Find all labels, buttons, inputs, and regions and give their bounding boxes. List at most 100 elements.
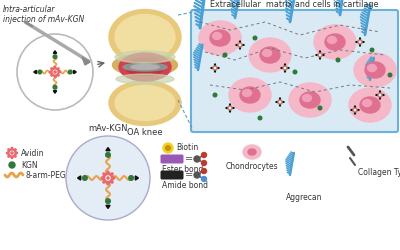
Ellipse shape [280, 102, 281, 103]
Ellipse shape [116, 74, 174, 84]
Ellipse shape [320, 55, 321, 56]
Text: mAv-KGN: mAv-KGN [88, 124, 128, 133]
Ellipse shape [109, 179, 113, 183]
Text: OA knee: OA knee [127, 128, 163, 137]
Ellipse shape [215, 68, 216, 69]
Circle shape [17, 34, 93, 110]
Polygon shape [106, 205, 110, 208]
Polygon shape [135, 176, 138, 180]
Ellipse shape [243, 145, 261, 159]
Text: KGN: KGN [21, 160, 38, 170]
Ellipse shape [242, 90, 252, 96]
Circle shape [163, 143, 173, 153]
Ellipse shape [360, 97, 380, 113]
Ellipse shape [56, 68, 59, 71]
Ellipse shape [260, 47, 280, 63]
Ellipse shape [248, 149, 256, 155]
Ellipse shape [279, 102, 280, 103]
Polygon shape [383, 94, 384, 96]
Circle shape [359, 39, 361, 40]
Polygon shape [106, 148, 110, 151]
Ellipse shape [360, 41, 361, 42]
Circle shape [68, 70, 72, 74]
Ellipse shape [215, 67, 216, 68]
Circle shape [214, 65, 216, 66]
Ellipse shape [354, 109, 355, 110]
Circle shape [66, 136, 150, 220]
Polygon shape [53, 51, 57, 53]
Polygon shape [53, 91, 57, 93]
Ellipse shape [11, 148, 13, 152]
Polygon shape [236, 44, 237, 46]
Ellipse shape [284, 68, 285, 69]
Ellipse shape [379, 94, 380, 95]
Ellipse shape [119, 53, 171, 81]
Circle shape [284, 65, 286, 66]
Text: Collagen Type II: Collagen Type II [358, 168, 400, 177]
Ellipse shape [11, 154, 13, 158]
Ellipse shape [229, 108, 230, 109]
Ellipse shape [109, 173, 113, 177]
Polygon shape [214, 71, 216, 72]
Circle shape [379, 96, 381, 98]
Text: Avidin: Avidin [21, 148, 44, 158]
Ellipse shape [54, 66, 56, 71]
FancyBboxPatch shape [191, 10, 398, 132]
Ellipse shape [328, 36, 336, 44]
Circle shape [370, 48, 374, 52]
Ellipse shape [320, 54, 321, 55]
Ellipse shape [103, 173, 107, 177]
Circle shape [242, 44, 243, 46]
Polygon shape [82, 57, 90, 65]
Polygon shape [284, 71, 286, 72]
Circle shape [214, 70, 216, 71]
Circle shape [317, 54, 318, 56]
Text: Intra-articular
injection of mAv-KGN: Intra-articular injection of mAv-KGN [3, 5, 84, 24]
Polygon shape [74, 70, 76, 74]
Circle shape [229, 110, 231, 111]
Circle shape [382, 94, 383, 96]
Ellipse shape [230, 108, 231, 109]
Text: =: = [185, 170, 193, 180]
Polygon shape [78, 176, 81, 180]
Ellipse shape [354, 110, 355, 111]
Text: Chondrocytes: Chondrocytes [226, 162, 278, 171]
Ellipse shape [314, 25, 356, 59]
Ellipse shape [229, 78, 271, 112]
Ellipse shape [50, 71, 54, 73]
Ellipse shape [239, 45, 240, 46]
Ellipse shape [115, 51, 175, 63]
Ellipse shape [240, 44, 241, 45]
Polygon shape [34, 70, 36, 74]
Circle shape [354, 112, 356, 113]
Circle shape [53, 55, 57, 58]
Ellipse shape [302, 94, 312, 102]
Circle shape [279, 104, 281, 105]
Ellipse shape [6, 152, 11, 154]
Circle shape [253, 36, 257, 40]
Circle shape [202, 152, 206, 158]
Circle shape [258, 116, 262, 120]
Ellipse shape [285, 68, 286, 69]
Circle shape [38, 70, 42, 74]
Polygon shape [323, 54, 324, 56]
Circle shape [377, 94, 378, 96]
Text: Amide bond: Amide bond [162, 181, 208, 190]
Ellipse shape [355, 110, 356, 111]
Ellipse shape [362, 100, 372, 106]
Circle shape [229, 105, 231, 106]
Circle shape [284, 70, 286, 71]
Ellipse shape [109, 176, 115, 180]
Ellipse shape [210, 30, 230, 46]
Ellipse shape [319, 54, 320, 55]
Ellipse shape [230, 107, 231, 108]
Circle shape [166, 146, 170, 150]
Ellipse shape [379, 95, 380, 96]
Circle shape [318, 106, 322, 110]
Ellipse shape [8, 154, 12, 157]
Circle shape [279, 99, 281, 100]
Ellipse shape [212, 32, 222, 40]
Polygon shape [354, 113, 356, 114]
Polygon shape [354, 106, 356, 107]
Circle shape [202, 168, 206, 173]
